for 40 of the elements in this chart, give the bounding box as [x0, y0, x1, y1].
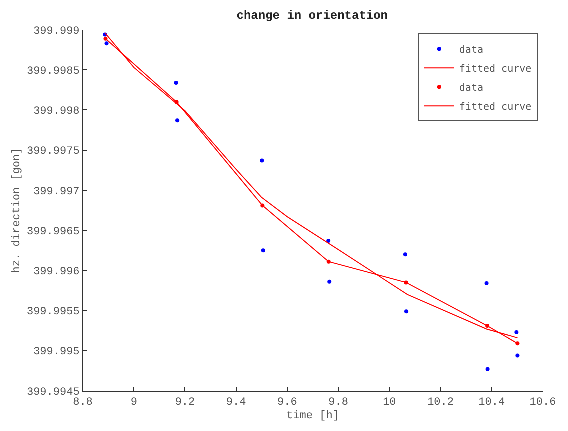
x-tick-label: 10.4: [478, 397, 506, 410]
point: [484, 282, 489, 286]
y-tick-label: 399.9965: [26, 226, 80, 238]
y-tick-label: 399.997: [34, 186, 80, 198]
point: [404, 310, 409, 314]
y-tick-label: 399.999: [34, 26, 80, 38]
y-axis-title: hz. direction [gon]: [12, 148, 24, 274]
point: [514, 330, 519, 334]
legend-label: fitted curve: [459, 64, 532, 76]
point: [261, 248, 266, 253]
point: [104, 42, 109, 46]
chart-title: change in orientation: [236, 9, 388, 24]
point: [328, 280, 332, 284]
point: [260, 158, 264, 163]
y-tick-label: 399.9985: [26, 66, 80, 78]
x-tick-label: 10: [383, 397, 396, 410]
legend-label: data: [459, 45, 484, 56]
x-tick-label: 9: [130, 397, 138, 410]
point: [404, 252, 408, 257]
x-tick-label: 9.2: [175, 397, 196, 410]
y-tick-label: 399.995: [34, 346, 80, 359]
point: [516, 354, 520, 358]
point: [174, 80, 178, 85]
x-axis-title: time [h]: [286, 410, 340, 422]
y-tick-label: 399.9975: [26, 146, 80, 158]
y-tick-label: 399.998: [34, 106, 80, 118]
point: [326, 238, 331, 243]
point: [486, 367, 490, 372]
y-tick-label: 399.9945: [26, 386, 80, 399]
x-tick-label: 10.6: [530, 397, 556, 410]
point: [176, 118, 180, 123]
legend-label: data: [459, 83, 484, 94]
legend-label: fitted curve: [459, 102, 532, 114]
x-tick-label: 9.8: [328, 397, 348, 410]
x-tick-label: 10.2: [428, 397, 454, 410]
y-tick-label: 399.996: [34, 266, 80, 279]
x-tick-label: 9.6: [278, 397, 298, 410]
x-tick-label: 8.8: [73, 397, 93, 410]
y-tick-label: 399.9955: [26, 306, 80, 319]
x-tick-label: 9.4: [226, 397, 247, 410]
